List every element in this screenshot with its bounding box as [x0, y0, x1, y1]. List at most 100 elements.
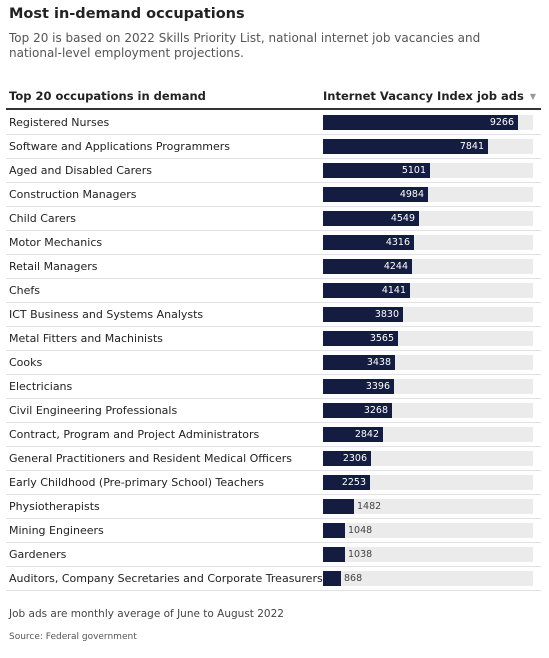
occupation-label: Child Carers	[9, 212, 76, 225]
occupation-label: Contract, Program and Project Administra…	[9, 428, 260, 441]
occupation-label: Metal Fitters and Machinists	[9, 332, 163, 345]
table-row: Child Carers 4549	[6, 207, 541, 231]
bar-value-label: 3565	[369, 333, 394, 344]
table-row: Retail Managers 4244	[6, 255, 541, 279]
bar	[323, 331, 398, 346]
bar	[323, 163, 430, 178]
bar-value-label: 2306	[342, 453, 367, 464]
occupation-label: Gardeners	[9, 548, 67, 561]
bar-track: 3268	[323, 403, 533, 418]
occupation-label: Mining Engineers	[9, 524, 104, 537]
bar	[323, 211, 419, 226]
table-row: Civil Engineering Professionals 3268	[6, 399, 541, 423]
table-row: General Practitioners and Resident Medic…	[6, 447, 541, 471]
occupation-label: Early Childhood (Pre-primary School) Tea…	[9, 476, 264, 489]
bar-track: 1048	[323, 523, 533, 538]
occupation-label: Software and Applications Programmers	[9, 140, 231, 153]
bar-track: 2842	[323, 427, 533, 442]
bar-value-label: 4141	[381, 285, 406, 296]
table-row: Auditors, Company Secretaries and Corpor…	[6, 567, 541, 591]
occupation-label: Auditors, Company Secretaries and Corpor…	[9, 572, 323, 585]
bar	[323, 235, 414, 250]
bar-track: 3565	[323, 331, 533, 346]
bar-value-label: 1482	[357, 501, 382, 512]
bar-value-label: 3830	[374, 309, 399, 320]
column-header-occupation[interactable]: Top 20 occupations in demand	[9, 89, 206, 103]
bar-value-label: 868	[344, 573, 363, 584]
footnote: Job ads are monthly average of June to A…	[9, 608, 284, 620]
occupation-label: Retail Managers	[9, 260, 98, 273]
table-row: Electricians 3396	[6, 375, 541, 399]
table-row: Chefs 4141	[6, 279, 541, 303]
bar-track: 868	[323, 571, 533, 586]
bar-value-label: 2253	[341, 477, 366, 488]
bar-value-label: 5101	[401, 165, 426, 176]
bar	[323, 283, 410, 298]
bar	[323, 523, 345, 538]
bar	[323, 307, 403, 322]
bar-track: 2306	[323, 451, 533, 466]
table-row: Metal Fitters and Machinists 3565	[6, 327, 541, 351]
bar	[323, 187, 428, 202]
bar	[323, 571, 341, 586]
table-row: Gardeners 1038	[6, 543, 541, 567]
bar-track: 9266	[323, 115, 533, 130]
occupation-label: Aged and Disabled Carers	[9, 164, 152, 177]
table-row: Mining Engineers 1048	[6, 519, 541, 543]
bar-value-label: 3438	[366, 357, 391, 368]
bar-value-label: 3268	[363, 405, 388, 416]
occupation-label: Chefs	[9, 284, 41, 297]
occupation-label: Registered Nurses	[9, 116, 110, 129]
source-note: Source: Federal government	[9, 632, 137, 642]
bar	[323, 451, 371, 466]
header-divider	[6, 108, 541, 110]
bar-value-label: 3396	[365, 381, 390, 392]
bar-track: 3438	[323, 355, 533, 370]
table-row: ICT Business and Systems Analysts 3830	[6, 303, 541, 327]
bar-track: 3830	[323, 307, 533, 322]
occupation-label: Motor Mechanics	[9, 236, 103, 249]
bar-value-label: 4984	[399, 189, 424, 200]
bar	[323, 547, 345, 562]
bar	[323, 499, 354, 514]
bar-track: 3396	[323, 379, 533, 394]
column-header-job-ads-label: Internet Vacancy Index job ads	[323, 89, 524, 103]
table-row: Early Childhood (Pre-primary School) Tea…	[6, 471, 541, 495]
bar	[323, 139, 488, 154]
table-row: Cooks 3438	[6, 351, 541, 375]
table-row: Construction Managers 4984	[6, 183, 541, 207]
column-header-job-ads[interactable]: Internet Vacancy Index job ads ▼	[323, 89, 536, 103]
chart-title: Most in-demand occupations	[9, 6, 245, 22]
occupation-label: Physiotherapists	[9, 500, 100, 513]
bar	[323, 355, 395, 370]
bar-value-label: 9266	[489, 117, 514, 128]
table-row: Registered Nurses 9266	[6, 111, 541, 135]
bar-track: 2253	[323, 475, 533, 490]
table-row: Aged and Disabled Carers 5101	[6, 159, 541, 183]
bar-track: 7841	[323, 139, 533, 154]
bar-track: 5101	[323, 163, 533, 178]
bar-value-label: 4549	[390, 213, 415, 224]
bar-value-label: 1048	[348, 525, 373, 536]
bar-value-label: 7841	[459, 141, 484, 152]
table-row: Physiotherapists 1482	[6, 495, 541, 519]
table-row: Motor Mechanics 4316	[6, 231, 541, 255]
table-row: Software and Applications Programmers 784…	[6, 135, 541, 159]
bar-track: 4549	[323, 211, 533, 226]
occupation-label: Electricians	[9, 380, 73, 393]
occupation-label: Civil Engineering Professionals	[9, 404, 178, 417]
bar-value-label: 2842	[354, 429, 379, 440]
bar-track: 4244	[323, 259, 533, 274]
occupation-label: Construction Managers	[9, 188, 137, 201]
occupation-label: Cooks	[9, 356, 43, 369]
bar-value-label: 4316	[385, 237, 410, 248]
bar	[323, 379, 394, 394]
bar-track: 4984	[323, 187, 533, 202]
occupation-label: ICT Business and Systems Analysts	[9, 308, 204, 321]
column-header-occupation-label: Top 20 occupations in demand	[9, 89, 206, 103]
sort-descending-icon[interactable]: ▼	[529, 92, 537, 101]
bar-track: 4141	[323, 283, 533, 298]
bar	[323, 427, 383, 442]
bar	[323, 259, 412, 274]
